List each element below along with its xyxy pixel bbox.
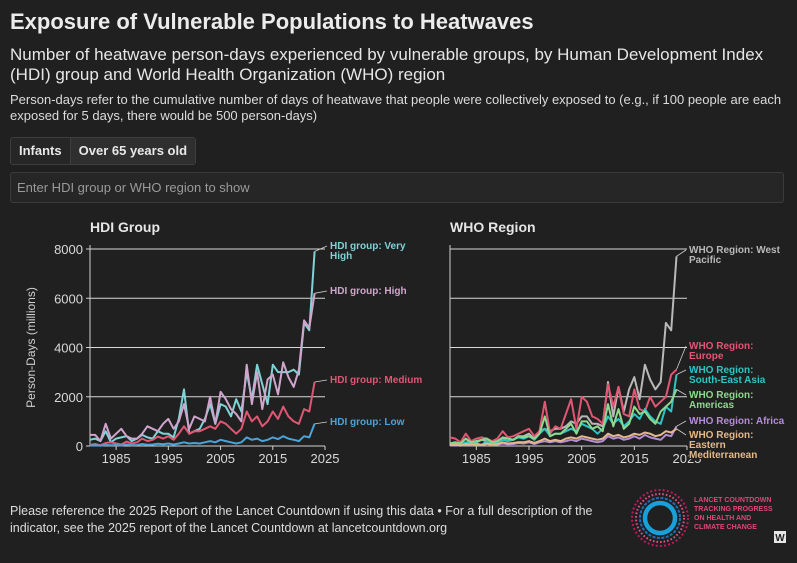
series-end-label: Pacific: [689, 255, 722, 266]
label-leader: [676, 249, 687, 257]
y-tick-label: 8000: [54, 242, 83, 257]
logo-rings-icon: [631, 489, 689, 547]
x-tick-label: 2005: [206, 451, 235, 466]
chart-title: WHO Region: [450, 219, 536, 235]
series-end-label: WHO Region:: [689, 341, 753, 352]
series-end-label: WHO Region: Africa: [689, 416, 785, 427]
logo-line-4: CLIMATE CHANGE: [694, 524, 757, 531]
series-end-label: WHO Region:: [689, 390, 753, 401]
y-tick-label: 2000: [54, 390, 83, 405]
charts-area: HDI Group 1985 1995 2005 2015 2025 0 2000 4000 60…: [24, 219, 786, 466]
series-end-label: High: [330, 251, 352, 262]
label-leader: [676, 345, 687, 370]
chart-title: HDI Group: [90, 219, 160, 235]
label-leader: [314, 290, 328, 294]
series-end-label: WHO Region:: [689, 430, 753, 441]
series-end-label: WHO Region:: [689, 365, 753, 376]
logo-badge-box: [774, 531, 786, 543]
label-leader: [676, 389, 687, 396]
footer-note: Please reference the 2025 Report of the …: [10, 504, 593, 535]
series-end-label: WHO Region: West: [689, 245, 781, 256]
series-end-label: HDI group: Medium: [330, 375, 422, 386]
x-tick-label: 2005: [567, 451, 596, 466]
label-leader: [314, 421, 328, 425]
population-tabs: Infants Over 65 years old: [10, 137, 197, 165]
series-line: [449, 427, 678, 447]
lancet-countdown-logo: LANCET COUNTDOWN TRACKING PROGRESS ON HE…: [631, 489, 786, 547]
label-leader: [676, 369, 687, 375]
x-tick-label: 2015: [258, 451, 287, 466]
series-end-label: HDI group: Low: [330, 417, 405, 428]
x-tick-label: 1995: [515, 451, 544, 466]
tab-infants[interactable]: Infants: [19, 143, 62, 158]
page-subtitle: Number of heatwave person-days experienc…: [10, 45, 764, 84]
series-line: [89, 381, 316, 447]
x-tick-label: 2025: [311, 451, 340, 466]
region-search-input[interactable]: [10, 172, 784, 203]
y-axis-label: Person-Days (millions): [24, 287, 38, 408]
series-line: [449, 389, 678, 445]
x-tick-label: 1995: [154, 451, 183, 466]
logo-line-3: ON HEALTH AND: [694, 515, 751, 522]
series-line: [89, 423, 316, 447]
series-end-label: Europe: [689, 351, 724, 362]
logo-line-1: LANCET COUNTDOWN: [694, 497, 771, 504]
page-title: Exposure of Vulnerable Populations to He…: [10, 9, 534, 34]
series-end-label: Mediterranean: [689, 450, 757, 461]
y-tick-label: 4000: [54, 341, 83, 356]
x-tick-label: 1985: [102, 451, 131, 466]
tab-over-65[interactable]: Over 65 years old: [69, 138, 196, 164]
y-tick-label: 0: [76, 439, 83, 454]
label-leader: [314, 379, 328, 383]
page-note: Person-days refer to the cumulative numb…: [10, 92, 782, 123]
series-line: [90, 293, 316, 443]
series-end-label: Eastern: [689, 440, 726, 451]
label-leader: [314, 245, 328, 252]
series-end-label: Americas: [689, 400, 734, 411]
series-end-label: HDI group: High: [330, 286, 407, 297]
label-leader: [676, 420, 687, 427]
x-tick-label: 1985: [462, 451, 491, 466]
x-tick-label: 2015: [620, 451, 649, 466]
series-end-label: South-East Asia: [689, 375, 766, 386]
logo-line-2: TRACKING PROGRESS: [694, 506, 773, 513]
label-leader: [676, 428, 687, 436]
x-tick-label: 2025: [673, 451, 702, 466]
y-tick-label: 6000: [54, 291, 83, 306]
logo-badge: W: [775, 533, 785, 544]
series-end-label: HDI group: Very: [330, 241, 406, 252]
series-line: [449, 256, 678, 445]
